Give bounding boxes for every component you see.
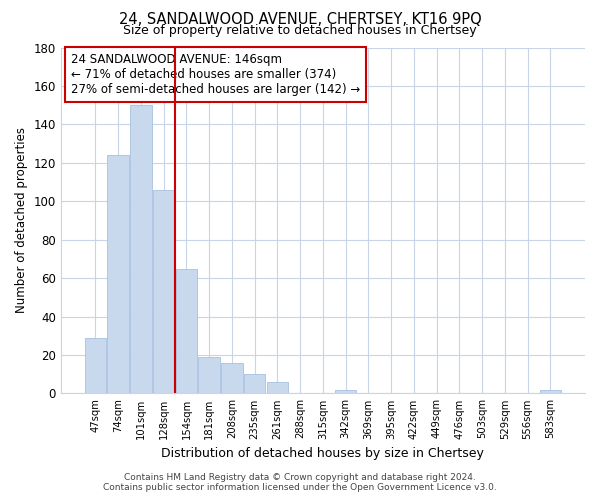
Bar — [199, 357, 220, 394]
Bar — [266, 382, 288, 394]
Text: Contains HM Land Registry data © Crown copyright and database right 2024.
Contai: Contains HM Land Registry data © Crown c… — [103, 473, 497, 492]
Bar — [539, 390, 561, 394]
Bar — [221, 362, 243, 394]
X-axis label: Distribution of detached houses by size in Chertsey: Distribution of detached houses by size … — [161, 447, 484, 460]
Y-axis label: Number of detached properties: Number of detached properties — [15, 128, 28, 314]
Text: Size of property relative to detached houses in Chertsey: Size of property relative to detached ho… — [123, 24, 477, 37]
Bar — [153, 190, 175, 394]
Bar — [130, 105, 152, 394]
Bar — [335, 390, 356, 394]
Bar — [107, 155, 129, 394]
Bar — [85, 338, 106, 394]
Bar — [244, 374, 265, 394]
Text: 24 SANDALWOOD AVENUE: 146sqm
← 71% of detached houses are smaller (374)
27% of s: 24 SANDALWOOD AVENUE: 146sqm ← 71% of de… — [71, 52, 361, 96]
Bar — [176, 268, 197, 394]
Text: 24, SANDALWOOD AVENUE, CHERTSEY, KT16 9PQ: 24, SANDALWOOD AVENUE, CHERTSEY, KT16 9P… — [119, 12, 481, 28]
